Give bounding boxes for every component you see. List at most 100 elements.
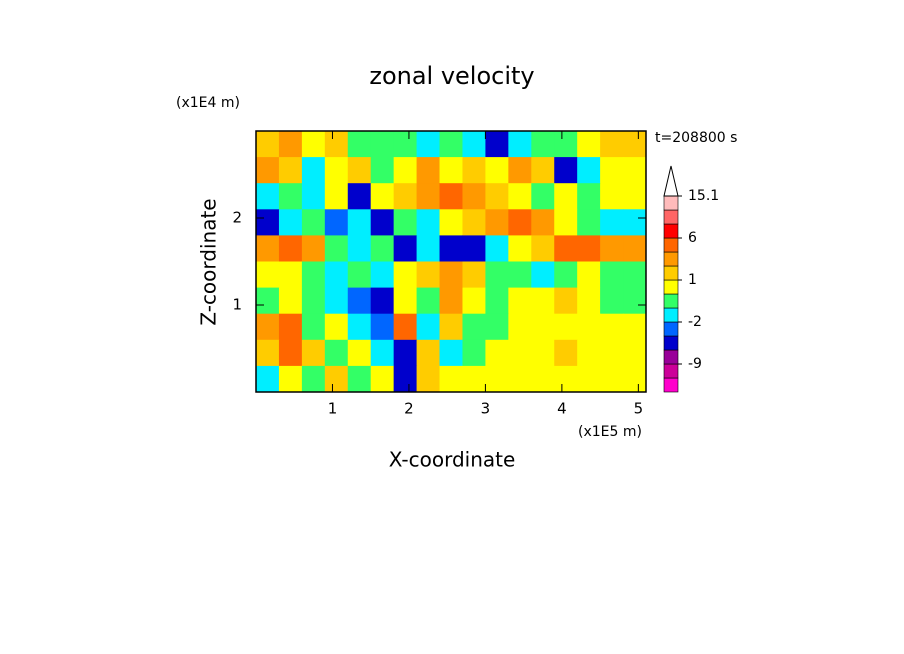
contour-cell bbox=[347, 131, 372, 158]
contour-cell bbox=[623, 313, 647, 341]
contour-cell bbox=[393, 131, 418, 158]
contour-cell bbox=[485, 339, 509, 367]
colorbar-band bbox=[663, 251, 679, 267]
contour-cell bbox=[485, 261, 509, 289]
contour-cell bbox=[462, 157, 486, 184]
contour-cell bbox=[439, 261, 463, 289]
contour-cell bbox=[439, 287, 463, 315]
contour-cell bbox=[324, 235, 349, 262]
colorbar-band bbox=[663, 195, 679, 211]
colorbar: -9 -2 1 6 15.1 bbox=[663, 165, 719, 393]
contour-cell bbox=[301, 313, 326, 341]
contour-cell bbox=[416, 313, 441, 341]
contour-cell bbox=[416, 183, 441, 210]
contour-cell bbox=[600, 131, 624, 158]
contour-cell bbox=[623, 287, 647, 315]
contour-cell bbox=[370, 131, 395, 158]
contour-cell bbox=[324, 131, 349, 158]
contour-cell bbox=[347, 235, 372, 262]
contour-cell bbox=[256, 339, 280, 367]
contour-cell bbox=[324, 287, 349, 315]
contour-cell bbox=[416, 131, 441, 158]
contour-cell bbox=[393, 287, 418, 315]
contour-cell bbox=[439, 209, 463, 236]
contour-cell bbox=[600, 183, 624, 210]
contour-cell bbox=[301, 183, 326, 210]
contour-cell bbox=[347, 157, 372, 184]
contour-cell bbox=[531, 209, 555, 236]
contour-cell bbox=[439, 235, 463, 262]
colorbar-band bbox=[663, 293, 679, 309]
contour-cell bbox=[370, 235, 395, 262]
colorbar-label: 6 bbox=[688, 230, 697, 246]
contour-cell bbox=[324, 313, 349, 341]
contour-cell bbox=[577, 235, 601, 262]
contour-cell bbox=[393, 209, 418, 236]
contour-cell bbox=[623, 131, 647, 158]
contour-cell bbox=[577, 261, 601, 289]
contour-cell bbox=[393, 313, 418, 341]
contour-cell bbox=[485, 183, 509, 210]
contour-cell bbox=[439, 183, 463, 210]
contour-field bbox=[256, 131, 647, 393]
contour-cell bbox=[508, 209, 532, 236]
contour-cell bbox=[623, 339, 647, 367]
contour-cell bbox=[485, 287, 509, 315]
contour-cell bbox=[256, 157, 280, 184]
contour-cell bbox=[508, 235, 532, 262]
contour-cell bbox=[531, 131, 555, 158]
contour-cell bbox=[393, 157, 418, 184]
y-tick-label: 2 bbox=[232, 209, 242, 227]
contour-cell bbox=[531, 287, 555, 315]
contour-cell bbox=[623, 365, 647, 393]
contour-cell bbox=[256, 131, 280, 158]
contour-cell bbox=[577, 183, 601, 210]
colorbar-band bbox=[663, 237, 679, 253]
contour-cell bbox=[324, 365, 349, 393]
contour-cell bbox=[370, 157, 395, 184]
contour-cell bbox=[623, 261, 647, 289]
colorbar-band bbox=[663, 321, 679, 337]
colorbar-over bbox=[663, 165, 679, 197]
contour-cell bbox=[301, 131, 326, 158]
contour-cell bbox=[370, 287, 395, 315]
contour-cell bbox=[439, 313, 463, 341]
contour-cell bbox=[531, 313, 555, 341]
contour-cell bbox=[393, 261, 418, 289]
contour-cell bbox=[256, 183, 280, 210]
x-tick-label: 5 bbox=[634, 400, 644, 418]
contour-cell bbox=[577, 131, 601, 158]
contour-cell bbox=[623, 183, 647, 210]
colorbar-band bbox=[663, 209, 679, 225]
contour-cell bbox=[278, 365, 303, 393]
contour-cell bbox=[416, 261, 441, 289]
x-tick-label: 3 bbox=[481, 400, 491, 418]
contour-cell bbox=[416, 235, 441, 262]
contour-cell bbox=[508, 365, 532, 393]
contour-cell bbox=[600, 157, 624, 184]
contour-cell bbox=[301, 287, 326, 315]
contour-cell bbox=[347, 365, 372, 393]
contour-cell bbox=[439, 157, 463, 184]
contour-cell bbox=[370, 365, 395, 393]
contour-cell bbox=[347, 339, 372, 367]
contour-cell bbox=[324, 157, 349, 184]
contour-cell bbox=[393, 365, 418, 393]
contour-cell bbox=[462, 339, 486, 367]
contour-cell bbox=[256, 365, 280, 393]
contour-cell bbox=[416, 287, 441, 315]
contour-cell bbox=[508, 157, 532, 184]
colorbar-label: 15.1 bbox=[688, 188, 719, 204]
contour-cell bbox=[531, 157, 555, 184]
contour-cell bbox=[301, 339, 326, 367]
contour-cell bbox=[256, 235, 280, 262]
contour-cell bbox=[256, 287, 280, 315]
contour-cell bbox=[600, 261, 624, 289]
contour-cell bbox=[370, 209, 395, 236]
contour-cell bbox=[485, 313, 509, 341]
contour-cell bbox=[393, 183, 418, 210]
contour-cell bbox=[531, 235, 555, 262]
contour-cell bbox=[416, 365, 441, 393]
contour-cell bbox=[278, 313, 303, 341]
colorbar-band bbox=[663, 223, 679, 239]
